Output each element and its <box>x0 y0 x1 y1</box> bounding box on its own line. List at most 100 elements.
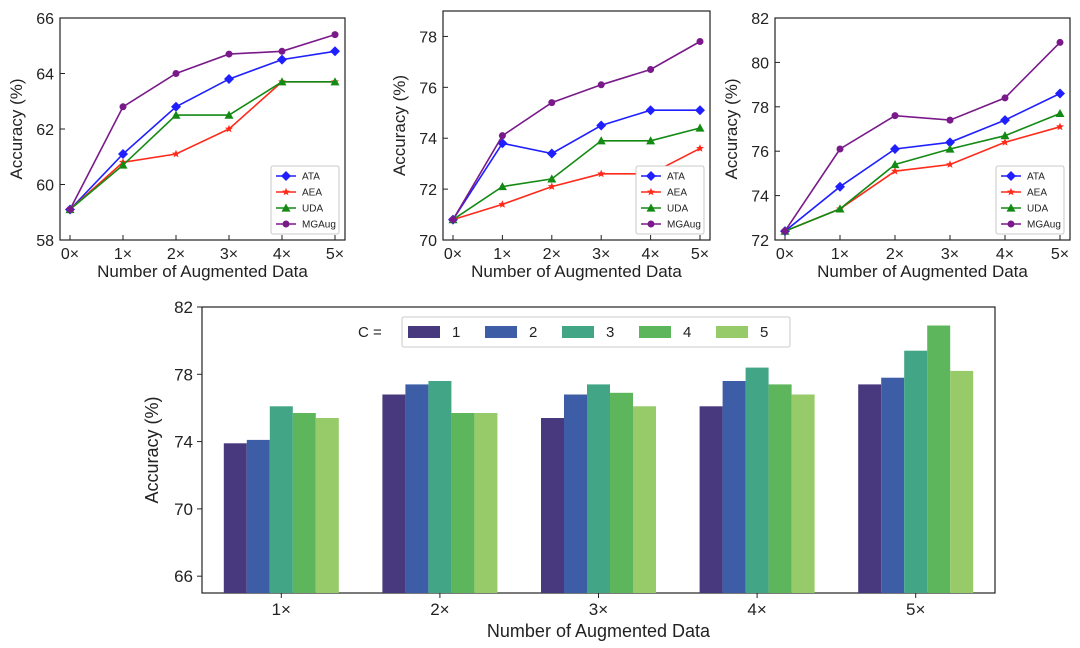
line-c-point-aea-4 <box>1001 138 1009 146</box>
bar-c-xlabel: Number of Augmented Data <box>487 621 711 641</box>
line-c-legend-label-aea: AEA <box>1027 188 1047 199</box>
line-b-point-aea-5 <box>696 144 704 152</box>
line-b-legend-marker-uda <box>646 203 656 212</box>
line-c-xtick-label-2: 2× <box>886 246 904 263</box>
line-a-legend-label-ata: ATA <box>302 172 320 183</box>
line-c: 72 74 76 78 80 82 0× 1× 2× 3× 4× 5× Number of Augmen… <box>722 11 1071 281</box>
line-a-point-aea-3 <box>225 124 233 133</box>
line-c-point-mgaug-1 <box>836 145 844 153</box>
line-b-point-mgaug-5 <box>696 38 704 46</box>
bar-c-legend-swatch-4 <box>639 326 671 338</box>
line-a-point-ata-2 <box>171 101 181 112</box>
line-c-point-aea-2 <box>891 167 899 175</box>
line-c-legend-marker-ata <box>1006 171 1016 181</box>
line-a-legend-box <box>270 165 340 235</box>
line-a-legend-label-aea: AEA <box>302 188 322 199</box>
line-a-series-uda <box>65 77 340 214</box>
bar-c-bar-c2-1 <box>405 384 429 593</box>
line-a-ytick-label-1: 60 <box>36 178 54 195</box>
line-b-legend-label-aea: AEA <box>667 188 687 199</box>
line-a-series-mgaug <box>66 31 339 213</box>
bar-c-bar-c3-2 <box>587 384 610 593</box>
line-a-point-aea-2 <box>172 149 180 158</box>
bar-c-legend-swatch-5 <box>716 326 748 338</box>
bar-c-bar-c1-2 <box>541 418 564 593</box>
line-c-point-mgaug-2 <box>891 112 899 120</box>
line-c-ytick-label-4: 80 <box>751 55 769 72</box>
line-a-point-ata-4 <box>277 54 287 65</box>
line-b-xtick-label-5: 5× <box>691 246 709 263</box>
line-b-ylabel: Accuracy (%) <box>390 75 409 176</box>
line-b-point-ata-3 <box>596 120 607 131</box>
line-c-point-ata-2 <box>890 143 900 154</box>
bar-c-bar-c3-1 <box>428 381 452 593</box>
line-c-xtick-label-1: 1× <box>831 246 849 263</box>
line-b-point-aea-2 <box>547 182 556 190</box>
line-c-point-mgaug-5 <box>1056 38 1064 46</box>
bar-c-bar-c2-0 <box>246 439 270 593</box>
line-b-line-mgaug <box>452 40 701 221</box>
line-c-point-uda-1 <box>835 204 845 213</box>
bar-c-legend-swatch-3 <box>562 326 594 338</box>
bar-c: 66 70 74 78 82 1× 2× 3× 4× 5× Number of Augmented … <box>142 298 996 641</box>
line-b-point-uda-3 <box>596 136 606 145</box>
line-c-point-ata-4 <box>1000 115 1010 126</box>
bar-c-bar-c4-4 <box>927 325 951 593</box>
bar-c-bar-c5-4 <box>950 370 974 593</box>
line-b-line-ata <box>452 109 700 221</box>
line-a-point-uda-5 <box>330 77 340 86</box>
line-c-line-mgaug <box>784 41 1061 232</box>
line-b: 70 72 74 76 78 0× 1× 2× 3× 4× 5× Number of Augmente… <box>390 10 711 281</box>
line-b-series-ata <box>448 105 705 225</box>
line-a-legend-marker-uda <box>281 203 291 212</box>
line-a-line-ata <box>69 50 336 211</box>
bar-c-bar-c3-4 <box>904 350 928 593</box>
line-a-line-uda <box>69 81 335 211</box>
line-b-point-mgaug-3 <box>597 81 605 89</box>
line-b-point-aea-3 <box>597 169 606 178</box>
line-a-xlabel: Number of Augmented Data <box>97 262 308 281</box>
line-c-line-ata <box>784 92 1061 232</box>
line-a-point-mgaug-0 <box>66 205 74 213</box>
line-c-ytick-label-2: 76 <box>751 144 769 161</box>
bar-c-legend-label-1: 1 <box>452 324 460 341</box>
line-b-legend: ATA AEA UDA MGAug <box>635 165 705 235</box>
bar-c-series-4 <box>292 325 951 593</box>
bar-c-legend-title: C = <box>358 324 382 341</box>
bar-c-bar-c4-2 <box>610 392 633 593</box>
line-b-point-uda-5 <box>695 123 705 132</box>
line-b-point-mgaug-4 <box>647 66 655 74</box>
bar-c-bar-c2-4 <box>881 377 905 593</box>
bar-c-legend-label-2: 2 <box>529 324 537 341</box>
line-b-line-uda <box>452 127 701 221</box>
line-c-point-ata-1 <box>835 181 845 192</box>
line-c-point-uda-3 <box>945 144 955 153</box>
line-c-point-uda-5 <box>1055 108 1065 118</box>
line-a-point-mgaug-3 <box>225 50 233 58</box>
line-c-ytick-label-5: 82 <box>751 11 769 28</box>
bar-c-bar-c3-3 <box>745 367 769 593</box>
bar-c-bar-c4-3 <box>768 384 792 593</box>
line-b-ytick-label-1: 72 <box>419 182 437 199</box>
bar-c-legend-swatch-1 <box>408 326 440 338</box>
line-b-point-uda-1 <box>497 182 507 191</box>
bar-c-legend-label-4: 4 <box>683 324 691 341</box>
line-b-legend-label-uda: UDA <box>667 204 688 215</box>
line-a-ytick-label-2: 62 <box>36 122 54 139</box>
bar-c-bar-c4-1 <box>451 413 475 593</box>
bar-c-bar-c5-2 <box>633 406 656 593</box>
bar-c-legend-label-5: 5 <box>760 324 768 341</box>
line-a-point-uda-3 <box>224 110 234 119</box>
line-c-point-mgaug-3 <box>946 116 954 124</box>
line-b-legend-label-mgaug: MGAug <box>667 220 701 231</box>
line-c-point-ata-5 <box>1055 88 1065 99</box>
bar-c-ylabel: Accuracy (%) <box>142 396 162 503</box>
line-a-legend-label-uda: UDA <box>302 204 323 215</box>
bar-c-bar-c1-0 <box>223 443 247 593</box>
line-b-xtick-label-3: 3× <box>592 246 610 263</box>
line-a-point-ata-5 <box>330 46 340 57</box>
line-b-ytick-label-2: 74 <box>419 131 437 148</box>
line-b-xlabel: Number of Augmented Data <box>471 262 682 281</box>
bar-c-bar-c5-1 <box>474 413 498 593</box>
